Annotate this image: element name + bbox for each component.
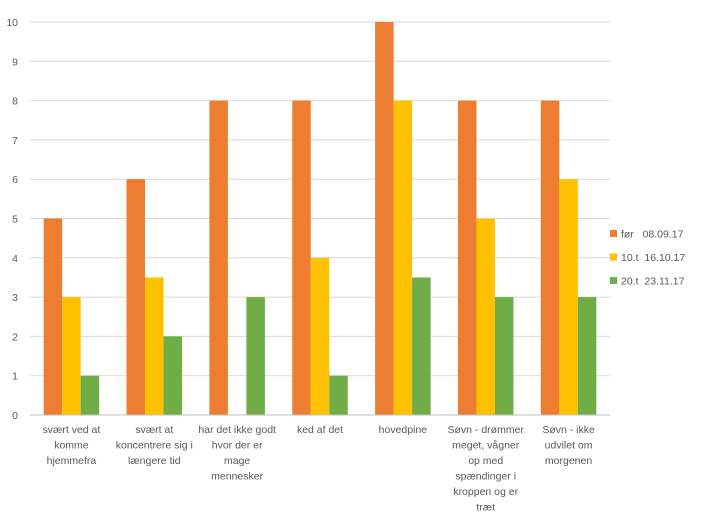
bar	[577, 297, 597, 415]
y-tick-label: 9	[12, 56, 18, 68]
bar	[412, 277, 431, 415]
category-label-line: hovedpine	[379, 424, 428, 436]
category-label: svært at koncentrere sig i længere tid	[116, 424, 193, 467]
category-label-line: Søvn - drømmer	[448, 424, 525, 436]
category-label-line: hjemmefra	[47, 455, 97, 467]
category-label-line: morgenen	[545, 455, 592, 467]
category-label: Søvn - ikke udvilet om morgenen	[542, 424, 595, 467]
category-label-line: udvilet om	[545, 440, 593, 452]
legend-label: før 08.09.17	[621, 229, 684, 241]
category-label-line: har det ikke godt	[198, 424, 276, 436]
bar	[375, 22, 394, 415]
bars	[43, 22, 597, 415]
category-label-line: mennesker	[211, 471, 263, 483]
category-label-line: meget, vågner	[452, 440, 520, 452]
bar	[62, 297, 81, 415]
category-label-line: ked af det	[297, 424, 343, 436]
category-label-line: svært ved at	[43, 424, 101, 436]
category-label-line: Søvn - ikke	[542, 424, 595, 436]
bar	[145, 277, 164, 415]
category-label: har det ikke godt hvor der er mage menneske…	[198, 424, 276, 483]
category-label-line: mage	[224, 455, 250, 467]
category-label: Søvn - drømmer meget, vågner op med spændin…	[448, 424, 525, 514]
y-tick-label: 10	[6, 17, 18, 29]
bar	[126, 179, 146, 415]
y-tick-label: 4	[12, 253, 18, 265]
category-label-line: koncentrere sig i	[116, 440, 193, 452]
y-tick-label: 5	[12, 214, 18, 226]
category-label-line: længere tid	[128, 455, 181, 467]
category-label: svært ved at komme hjemmefra	[43, 424, 101, 467]
category-label-line: spændinger i	[455, 471, 516, 483]
legend-swatch	[610, 230, 617, 237]
y-tick-label: 7	[12, 135, 18, 147]
category-label: ked af det	[297, 424, 343, 436]
category-label-line: kroppen og er	[453, 486, 518, 498]
y-tick-label: 3	[12, 292, 18, 304]
y-axis-ticks: 0 1 2 3 4 5 6 7 8 9 10	[6, 17, 18, 422]
category-label-line: svært at	[135, 424, 173, 436]
bar	[494, 297, 514, 415]
bar	[310, 257, 330, 415]
bar	[209, 100, 228, 415]
category-label-line: hvor der er	[212, 440, 263, 452]
category-label-line: komme	[54, 440, 89, 452]
legend-label: 20.t 23.11.17	[621, 276, 685, 288]
category-label-line: op med	[468, 455, 503, 467]
y-tick-label: 2	[12, 331, 18, 343]
legend-swatch	[610, 253, 617, 261]
bar	[292, 100, 311, 415]
bar	[559, 179, 578, 415]
bar	[393, 100, 413, 415]
bar	[43, 218, 63, 415]
category-label-line: træt	[476, 502, 495, 514]
legend: før 08.09.17 10.t 16.10.17 20.t 23.11.17	[610, 229, 685, 288]
bar	[163, 336, 183, 415]
bar	[476, 218, 495, 415]
bar	[329, 375, 348, 415]
y-tick-label: 1	[12, 371, 18, 383]
legend-swatch	[610, 277, 617, 284]
legend-label: 10.t 16.10.17	[621, 252, 685, 264]
category-label: hovedpine	[379, 424, 428, 436]
y-tick-label: 8	[12, 96, 18, 108]
bar	[457, 100, 477, 415]
bar	[246, 297, 265, 415]
bar	[540, 100, 560, 415]
bar	[80, 375, 100, 415]
y-tick-label: 6	[12, 174, 18, 186]
y-tick-label: 0	[12, 410, 18, 422]
category-labels: svært ved at komme hjemmefra svært at koncen…	[43, 424, 595, 514]
